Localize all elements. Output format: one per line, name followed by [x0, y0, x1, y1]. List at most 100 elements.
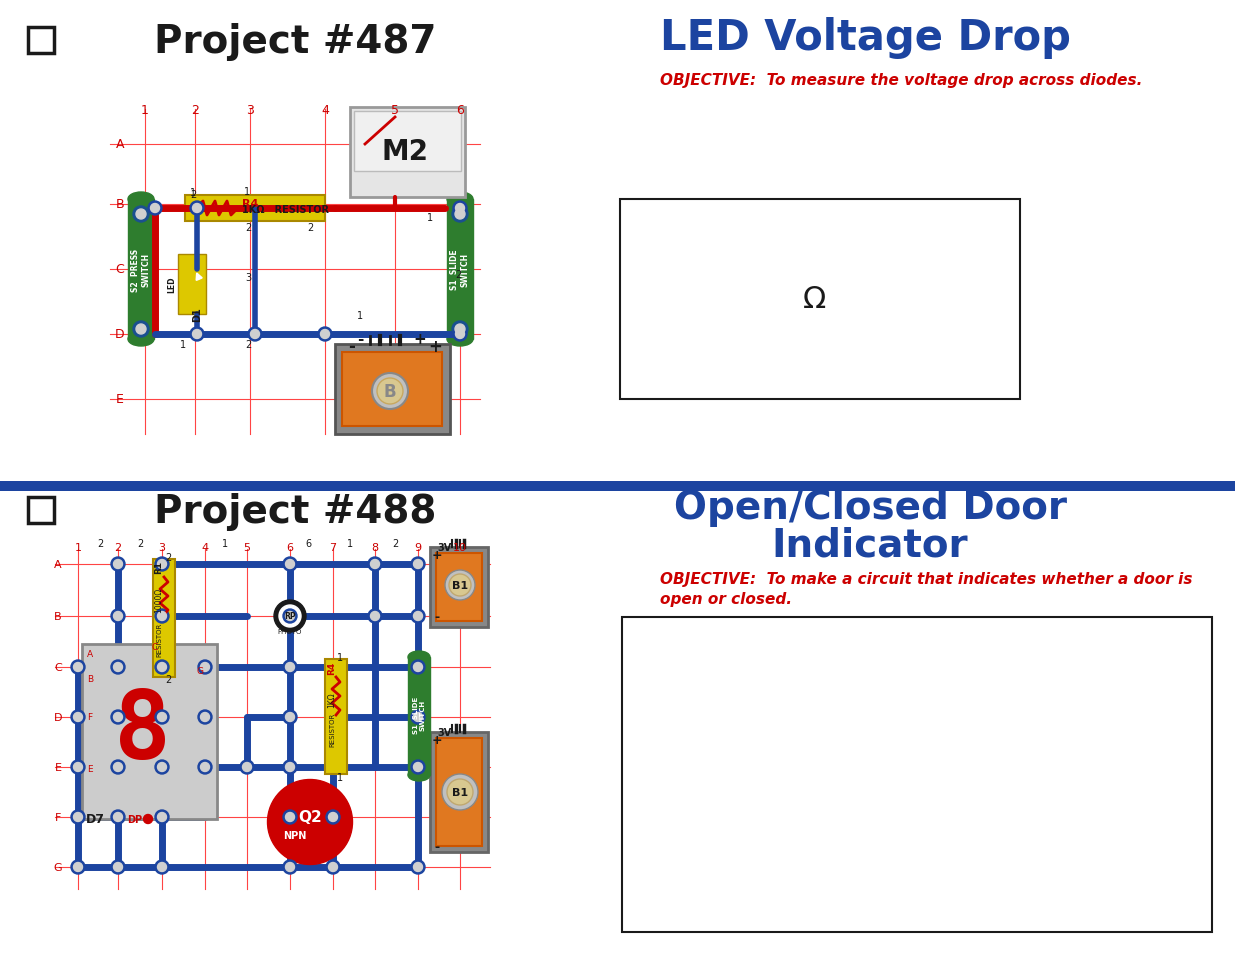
- Bar: [82, 644, 217, 820]
- Circle shape: [158, 662, 167, 672]
- Text: B1: B1: [452, 787, 468, 797]
- Circle shape: [111, 861, 125, 874]
- Circle shape: [156, 660, 169, 675]
- Ellipse shape: [268, 780, 352, 864]
- Circle shape: [414, 713, 422, 721]
- Bar: [28, 28, 54, 54]
- Text: 5: 5: [243, 542, 251, 553]
- Circle shape: [368, 558, 382, 572]
- Text: 7: 7: [330, 542, 337, 553]
- Circle shape: [411, 558, 425, 572]
- Circle shape: [321, 330, 330, 339]
- Bar: [0, 481, 1235, 492]
- Text: E: E: [88, 764, 93, 774]
- Circle shape: [158, 862, 167, 872]
- Circle shape: [156, 861, 169, 874]
- Circle shape: [111, 660, 125, 675]
- Text: S1  SLIDE
SWITCH: S1 SLIDE SWITCH: [412, 696, 426, 733]
- Text: S2  PRESS
SWITCH: S2 PRESS SWITCH: [131, 248, 151, 292]
- Circle shape: [143, 815, 152, 823]
- Text: 1: 1: [337, 772, 343, 782]
- Bar: [335, 345, 450, 435]
- Circle shape: [414, 612, 422, 620]
- Circle shape: [326, 810, 340, 824]
- Bar: [350, 108, 466, 198]
- Text: E: E: [54, 762, 62, 772]
- Circle shape: [200, 713, 210, 721]
- Bar: [620, 200, 1020, 399]
- Circle shape: [156, 810, 169, 824]
- Text: 2: 2: [96, 538, 104, 548]
- Text: M2: M2: [382, 138, 429, 166]
- Circle shape: [279, 605, 301, 627]
- Circle shape: [158, 713, 167, 721]
- Text: 9: 9: [415, 542, 421, 553]
- Text: 2: 2: [191, 103, 199, 116]
- Text: D7: D7: [85, 813, 105, 825]
- Bar: [325, 659, 347, 774]
- Text: -: -: [348, 337, 356, 355]
- Circle shape: [74, 662, 83, 672]
- Circle shape: [454, 325, 466, 335]
- Text: Indicator: Indicator: [772, 526, 968, 564]
- Text: Project #487: Project #487: [153, 23, 436, 61]
- Circle shape: [193, 330, 201, 339]
- Text: -: -: [357, 333, 363, 347]
- Text: +: +: [432, 734, 442, 747]
- Circle shape: [70, 660, 85, 675]
- Circle shape: [442, 774, 478, 810]
- Bar: [342, 353, 442, 427]
- Circle shape: [136, 325, 146, 335]
- Circle shape: [74, 713, 83, 721]
- Circle shape: [368, 609, 382, 623]
- Circle shape: [111, 558, 125, 572]
- Circle shape: [283, 861, 296, 874]
- Text: 1: 1: [222, 538, 228, 548]
- Text: 2: 2: [115, 542, 121, 553]
- Circle shape: [114, 560, 122, 569]
- Text: Ω: Ω: [804, 285, 826, 314]
- Text: 3V: 3V: [438, 542, 452, 553]
- Circle shape: [285, 862, 294, 872]
- Circle shape: [445, 571, 475, 600]
- Bar: [447, 200, 473, 339]
- Circle shape: [414, 862, 422, 872]
- Bar: [28, 497, 54, 523]
- Bar: [178, 254, 206, 314]
- Circle shape: [285, 560, 294, 569]
- Text: LED: LED: [168, 276, 177, 293]
- Circle shape: [111, 760, 125, 774]
- Text: 1: 1: [74, 542, 82, 553]
- Text: 2: 2: [190, 190, 196, 200]
- Circle shape: [156, 609, 169, 623]
- Circle shape: [329, 862, 337, 872]
- Circle shape: [198, 660, 212, 675]
- Circle shape: [414, 560, 422, 569]
- Circle shape: [240, 760, 254, 774]
- Bar: [354, 112, 461, 172]
- Circle shape: [285, 813, 294, 821]
- Circle shape: [329, 813, 337, 821]
- Circle shape: [453, 328, 467, 341]
- Circle shape: [283, 710, 296, 724]
- Text: -: -: [435, 611, 440, 624]
- Text: D: D: [54, 712, 62, 722]
- Circle shape: [414, 762, 422, 772]
- Circle shape: [190, 328, 204, 341]
- Circle shape: [283, 609, 296, 623]
- Circle shape: [242, 762, 252, 772]
- Ellipse shape: [447, 333, 473, 347]
- Circle shape: [111, 609, 125, 623]
- Bar: [408, 658, 430, 775]
- Circle shape: [70, 710, 85, 724]
- Text: R4: R4: [327, 660, 336, 674]
- Text: F: F: [88, 713, 93, 721]
- Circle shape: [283, 760, 296, 774]
- Circle shape: [453, 202, 467, 215]
- Text: 1: 1: [357, 311, 363, 320]
- Circle shape: [414, 662, 422, 672]
- Circle shape: [190, 202, 204, 215]
- Text: 4: 4: [321, 103, 329, 116]
- Circle shape: [317, 328, 332, 341]
- Text: 1KΩ   RESISTOR: 1KΩ RESISTOR: [242, 205, 329, 214]
